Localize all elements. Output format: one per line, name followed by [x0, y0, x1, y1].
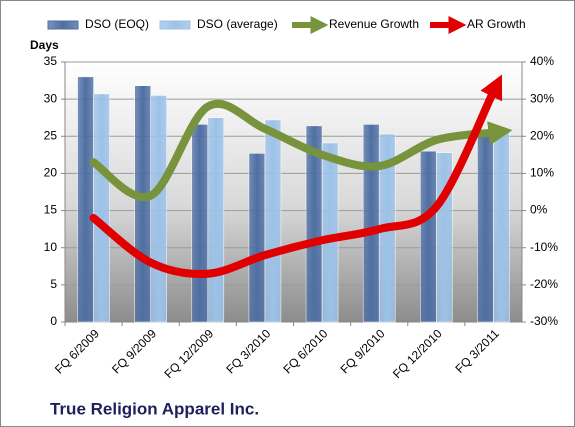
y2-tick-label: -30%	[530, 314, 558, 328]
line	[89, 74, 503, 278]
legend-label: DSO (average)	[197, 17, 278, 31]
bar	[321, 142, 339, 323]
y-tick-label: 10	[44, 240, 58, 254]
bar	[264, 119, 282, 323]
bar	[134, 85, 151, 323]
y2-tick-label: 20%	[530, 128, 554, 142]
legend-swatch	[159, 20, 191, 30]
y-tick-label: 20	[44, 166, 58, 180]
y-tick-label: 35	[44, 54, 58, 68]
y-axis-label: Days	[30, 38, 59, 52]
y-tick-label: 25	[44, 128, 58, 142]
legend-label: Revenue Growth	[329, 17, 419, 31]
y2-tick-label: -10%	[530, 240, 558, 254]
y2-tick-label: -20%	[530, 277, 558, 291]
legend-label: AR Growth	[467, 17, 526, 31]
legend-swatch	[47, 20, 79, 30]
y2-tick-label: 10%	[530, 166, 554, 180]
bar	[93, 93, 110, 323]
bar	[248, 153, 266, 323]
bar	[207, 117, 225, 323]
bar	[420, 150, 437, 323]
bar	[362, 124, 380, 323]
y-tick-label: 30	[44, 91, 58, 105]
y-tick-label: 15	[44, 203, 58, 217]
bar	[477, 136, 494, 323]
y-tick-label: 5	[50, 277, 57, 291]
chart-title: True Religion Apparel Inc.	[50, 399, 259, 418]
legend-label: DSO (EOQ)	[85, 17, 149, 31]
y2-tick-label: 40%	[530, 54, 554, 68]
bar	[77, 76, 94, 323]
bar	[493, 128, 510, 323]
y2-tick-label: 0%	[530, 203, 548, 217]
y-tick-label: 0	[50, 314, 57, 328]
bar	[150, 95, 167, 323]
y2-tick-label: 30%	[530, 91, 554, 105]
bar	[191, 124, 209, 323]
line	[89, 99, 513, 202]
